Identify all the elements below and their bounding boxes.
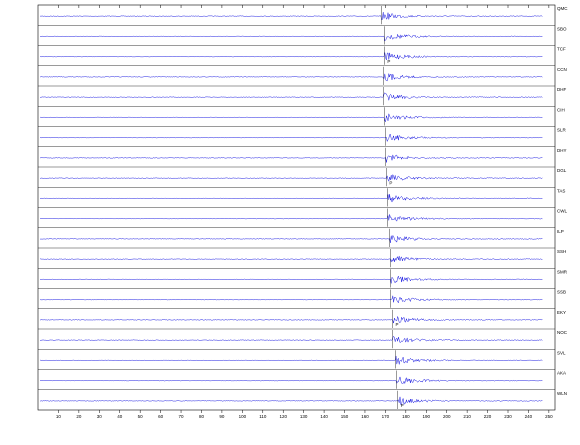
x-tick-label: 180: [402, 414, 410, 419]
x-tick-label: 130: [300, 414, 308, 419]
station-label: WLN: [557, 391, 567, 396]
phase-label: P: [396, 322, 399, 327]
station-label: DHY: [557, 148, 567, 153]
x-tick-label: 140: [320, 414, 328, 419]
x-tick-label: 70: [179, 414, 185, 419]
waveform: [39, 33, 543, 42]
station-label: SSH: [557, 249, 566, 254]
waveform: [39, 52, 543, 61]
x-tick-label: 10: [56, 414, 62, 419]
station-label: SMR: [557, 269, 568, 274]
phase-label: P: [401, 403, 404, 408]
station-label: SSB: [557, 290, 566, 295]
x-tick-label: 110: [259, 414, 267, 419]
waveform: [39, 335, 543, 343]
phase-label: P: [387, 59, 390, 64]
x-tick-label: 100: [239, 414, 247, 419]
station-label: ILP: [557, 229, 564, 234]
station-label: TCF: [557, 47, 566, 52]
waveform: [40, 255, 543, 263]
waveform: [39, 133, 543, 143]
waveform: [39, 396, 543, 406]
x-tick-label: 190: [423, 414, 431, 419]
waveform: [39, 355, 543, 365]
x-tick-label: 20: [76, 414, 82, 419]
station-label: DGL: [557, 168, 567, 173]
x-tick-label: 60: [158, 414, 164, 419]
waveform: [39, 214, 543, 222]
waveform: [39, 154, 543, 163]
station-label: TAS: [557, 188, 565, 193]
x-tick-label: 230: [504, 414, 512, 419]
x-tick-label: 40: [117, 414, 123, 419]
x-tick-label: 250: [545, 414, 553, 419]
waveform: [39, 315, 543, 324]
station-label: EKY: [557, 310, 566, 315]
waveform: [39, 275, 543, 284]
x-tick-label: 120: [279, 414, 287, 419]
x-tick-label: 200: [443, 414, 451, 419]
x-tick-label: 150: [341, 414, 349, 419]
x-tick-label: 90: [219, 414, 225, 419]
station-label: CWL: [557, 209, 567, 214]
x-tick-label: 240: [525, 414, 533, 419]
station-label: QMC: [557, 6, 568, 11]
x-tick-label: 30: [97, 414, 103, 419]
waveform: [39, 173, 543, 182]
waveform: [39, 194, 543, 203]
waveform: [39, 92, 543, 101]
station-label: SLR: [557, 128, 567, 133]
waveform: [39, 235, 543, 243]
station-label: SVL: [557, 350, 566, 355]
waveform: [39, 295, 543, 304]
station-label: DHF: [557, 87, 566, 92]
waveform: [39, 12, 543, 20]
waveform: [39, 73, 543, 82]
x-tick-label: 160: [361, 414, 369, 419]
x-tick-label: 210: [463, 414, 471, 419]
station-label: SBO: [557, 26, 567, 31]
phase-label: P: [389, 180, 392, 185]
x-tick-label: 170: [382, 414, 390, 419]
x-tick-label: 220: [484, 414, 492, 419]
x-tick-label: 50: [138, 414, 144, 419]
waveform: [39, 113, 543, 123]
waveform: [39, 375, 543, 385]
x-tick-label: 80: [199, 414, 205, 419]
station-label: NOC: [557, 330, 568, 335]
station-label: CIH: [557, 107, 565, 112]
station-label: AKA: [557, 371, 566, 376]
station-label: CCN: [557, 67, 567, 72]
